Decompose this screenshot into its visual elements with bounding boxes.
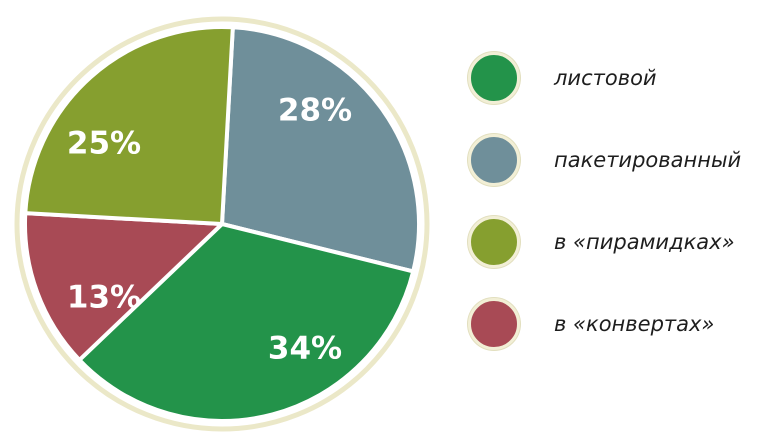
legend-item-piramidki: в «пирамидках»: [468, 214, 778, 270]
legend-swatch-konverty: [468, 298, 520, 350]
pie-slice-listovoy: [77, 222, 416, 423]
slice-label-paketirovanny: 28%: [278, 93, 352, 129]
legend-label-konverty: в «конвертах»: [554, 312, 715, 336]
legend-item-listovoy: листовой: [468, 50, 778, 106]
legend-swatch-piramidki: [468, 216, 520, 268]
slice-label-konverty: 13%: [67, 280, 141, 316]
legend-item-paketirovanny: пакетированный: [468, 132, 778, 188]
pie-slice-piramidki: [23, 25, 235, 226]
legend-item-konverty: в «конвертах»: [468, 296, 778, 352]
legend-swatch-paketirovanny: [468, 134, 520, 186]
pie-slice-paketirovanny: [220, 25, 421, 274]
legend-label-piramidki: в «пирамидках»: [554, 230, 735, 254]
legend: листовой пакетированный в «пирамидках» в…: [468, 50, 778, 378]
slice-label-piramidki: 25%: [67, 126, 141, 162]
legend-label-paketirovanny: пакетированный: [554, 148, 742, 172]
legend-swatch-listovoy: [468, 52, 520, 104]
slice-label-listovoy: 34%: [268, 331, 342, 367]
pie-slice-konverty: [23, 211, 224, 362]
legend-label-listovoy: листовой: [554, 66, 657, 90]
